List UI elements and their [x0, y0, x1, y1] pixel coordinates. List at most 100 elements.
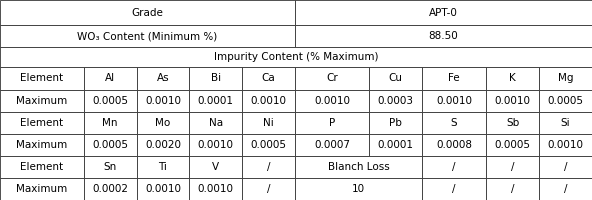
- Bar: [539, 90, 592, 112]
- Bar: [487, 134, 539, 156]
- Text: 0.0005: 0.0005: [548, 96, 584, 106]
- Text: 0.0020: 0.0020: [145, 140, 181, 150]
- Text: 0.0010: 0.0010: [548, 140, 584, 150]
- Bar: [369, 134, 422, 156]
- Bar: [83, 67, 137, 90]
- Bar: [83, 90, 137, 112]
- Bar: [369, 67, 422, 90]
- Text: APT-0: APT-0: [429, 8, 458, 18]
- Text: /: /: [452, 162, 456, 172]
- Bar: [242, 134, 295, 156]
- Bar: [487, 156, 539, 178]
- Bar: [0, 25, 295, 47]
- Bar: [422, 90, 487, 112]
- Text: Cr: Cr: [326, 73, 338, 83]
- Text: 0.0010: 0.0010: [495, 96, 531, 106]
- Bar: [0, 134, 83, 156]
- Bar: [242, 112, 295, 134]
- Bar: [83, 156, 137, 178]
- Text: /: /: [564, 184, 567, 194]
- Text: Ca: Ca: [262, 73, 275, 83]
- Text: Impurity Content (% Maximum): Impurity Content (% Maximum): [214, 52, 378, 62]
- Text: S: S: [451, 118, 458, 128]
- Text: Grade: Grade: [131, 8, 163, 18]
- Text: Mg: Mg: [558, 73, 573, 83]
- Text: V: V: [213, 162, 220, 172]
- Bar: [539, 134, 592, 156]
- Text: 0.0003: 0.0003: [378, 96, 414, 106]
- Bar: [0, 156, 83, 178]
- Text: 0.0010: 0.0010: [198, 184, 234, 194]
- Text: 0.0001: 0.0001: [378, 140, 414, 150]
- Text: As: As: [157, 73, 169, 83]
- Text: Na: Na: [209, 118, 223, 128]
- Text: 0.0008: 0.0008: [436, 140, 472, 150]
- Bar: [422, 67, 487, 90]
- Text: Mn: Mn: [102, 118, 118, 128]
- Bar: [189, 156, 242, 178]
- Bar: [189, 134, 242, 156]
- Text: Element: Element: [20, 118, 63, 128]
- Bar: [0, 112, 83, 134]
- Text: Maximum: Maximum: [16, 140, 67, 150]
- Text: Maximum: Maximum: [16, 184, 67, 194]
- Bar: [137, 178, 189, 200]
- Text: 0.0007: 0.0007: [314, 140, 350, 150]
- Bar: [189, 90, 242, 112]
- Bar: [539, 67, 592, 90]
- Text: 0.0010: 0.0010: [198, 140, 234, 150]
- Bar: [0, 178, 83, 200]
- Bar: [0, 47, 592, 67]
- Text: Ti: Ti: [159, 162, 168, 172]
- Text: Element: Element: [20, 73, 63, 83]
- Bar: [295, 25, 592, 47]
- Bar: [369, 112, 422, 134]
- Bar: [539, 112, 592, 134]
- Text: 0.0010: 0.0010: [145, 184, 181, 194]
- Bar: [242, 90, 295, 112]
- Bar: [369, 90, 422, 112]
- Text: Fe: Fe: [448, 73, 460, 83]
- Text: /: /: [511, 162, 514, 172]
- Text: Ni: Ni: [263, 118, 274, 128]
- Text: Mo: Mo: [155, 118, 170, 128]
- Text: 0.0010: 0.0010: [145, 96, 181, 106]
- Text: /: /: [564, 162, 567, 172]
- Bar: [137, 156, 189, 178]
- Bar: [137, 112, 189, 134]
- Text: Element: Element: [20, 162, 63, 172]
- Bar: [295, 0, 592, 25]
- Text: /: /: [452, 184, 456, 194]
- Bar: [83, 134, 137, 156]
- Text: 0.0005: 0.0005: [495, 140, 531, 150]
- Bar: [487, 112, 539, 134]
- Bar: [137, 90, 189, 112]
- Text: 0.0010: 0.0010: [314, 96, 350, 106]
- Bar: [487, 90, 539, 112]
- Text: Sn: Sn: [104, 162, 117, 172]
- Bar: [422, 178, 487, 200]
- Text: Blanch Loss: Blanch Loss: [327, 162, 390, 172]
- Bar: [83, 112, 137, 134]
- Text: Maximum: Maximum: [16, 96, 67, 106]
- Bar: [422, 134, 487, 156]
- Bar: [189, 112, 242, 134]
- Bar: [422, 112, 487, 134]
- Text: Pb: Pb: [389, 118, 402, 128]
- Bar: [487, 67, 539, 90]
- Text: K: K: [509, 73, 516, 83]
- Text: Sb: Sb: [506, 118, 519, 128]
- Bar: [539, 178, 592, 200]
- Bar: [422, 156, 487, 178]
- Bar: [83, 178, 137, 200]
- Text: 0.0002: 0.0002: [92, 184, 128, 194]
- Text: 10: 10: [352, 184, 365, 194]
- Text: 0.0005: 0.0005: [92, 96, 128, 106]
- Text: Cu: Cu: [388, 73, 403, 83]
- Bar: [0, 67, 83, 90]
- Text: 0.0010: 0.0010: [250, 96, 287, 106]
- Bar: [0, 0, 295, 25]
- Text: /: /: [267, 162, 271, 172]
- Bar: [295, 134, 369, 156]
- Bar: [539, 156, 592, 178]
